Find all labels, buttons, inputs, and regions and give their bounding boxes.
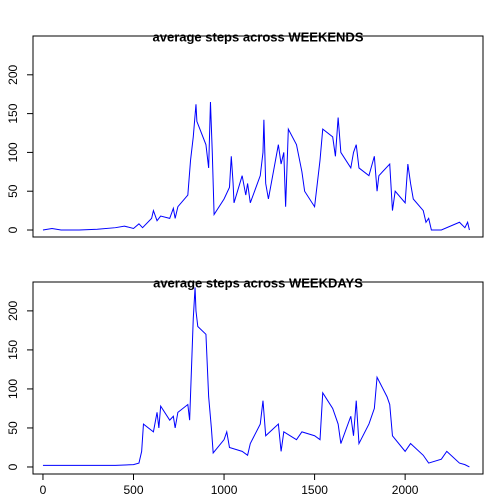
plot-box [32,281,484,475]
y-tick-label: 200 [6,64,20,84]
x-tick-label: 2000 [392,483,419,497]
y-tick-label: 100 [6,379,20,399]
plot-box [32,35,484,238]
x-tick-label: 500 [123,483,143,497]
y-tick-label: 50 [6,421,20,435]
y-tick-label: 200 [6,301,20,321]
chart-title: average steps across WEEKDAYS [153,275,363,290]
y-tick-label: 100 [6,142,20,162]
y-tick-label: 0 [6,226,20,233]
x-tick-label: 1000 [211,483,238,497]
data-line [42,101,470,231]
y-tick-label: 150 [6,340,20,360]
data-line [42,287,470,468]
y-tick-label: 150 [6,103,20,123]
x-tick-label: 1500 [301,483,328,497]
x-tick-label: 0 [40,483,47,497]
chart-title: average steps across WEEKENDS [153,29,364,44]
y-tick-label: 0 [6,463,20,470]
y-tick-label: 50 [6,184,20,198]
